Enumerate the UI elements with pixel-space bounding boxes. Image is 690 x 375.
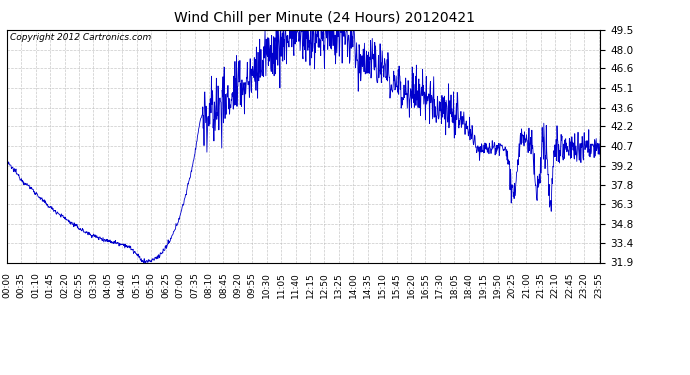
Text: Copyright 2012 Cartronics.com: Copyright 2012 Cartronics.com [10, 33, 151, 42]
Text: Wind Chill per Minute (24 Hours) 20120421: Wind Chill per Minute (24 Hours) 2012042… [174, 11, 475, 25]
